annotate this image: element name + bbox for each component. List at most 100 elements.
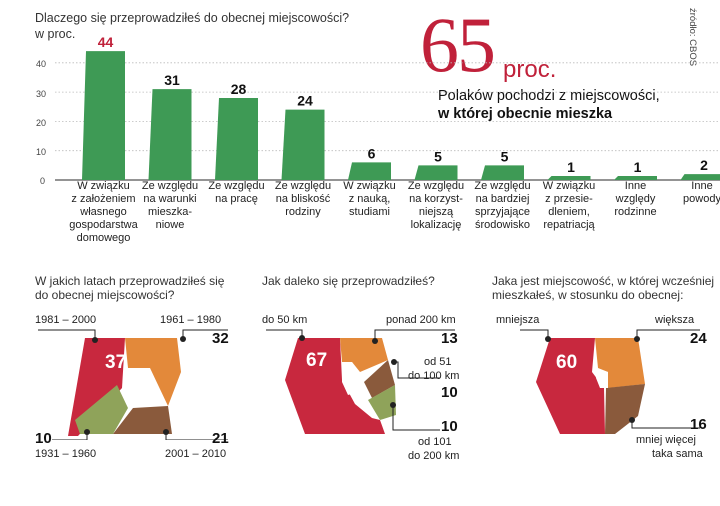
size-value-16: 16 — [690, 416, 707, 433]
years-pie: 37 — [38, 329, 228, 440]
size-slice-wieksza — [595, 338, 645, 388]
distance-label-do-50: do 50 km — [262, 314, 308, 326]
highlight-line2: w której obecnie mieszka — [438, 106, 613, 122]
bar-chart: 44 31 28 24 6 5 5 1 1 2 — [55, 34, 720, 181]
distance-label-101: od 101 — [418, 436, 452, 448]
bar-category-line: Ze względu — [274, 180, 332, 192]
years-label-1981: 1981 – 2000 — [35, 314, 97, 326]
bar-value-6: 5 — [501, 148, 509, 164]
bar-category-line: na bardziej — [475, 193, 530, 205]
bar-category-line: lokalizację — [410, 219, 462, 231]
bar-category-6: Ze względu na bardziej sprzyjające środowis… — [468, 180, 538, 232]
highlight-number: 65 — [420, 1, 496, 88]
years-value-37: 37 — [105, 352, 126, 373]
years-slice-2001-2010 — [113, 406, 172, 434]
y-tick-0: 0 — [40, 176, 46, 186]
bar-category-line: Ze względu — [208, 180, 265, 192]
distance-slice-ponad-200 — [340, 338, 388, 372]
size-pie: 60 — [520, 329, 700, 434]
chart-title: Dlaczego się przeprowadziłeś do obecnej … — [35, 11, 350, 25]
size-title: Jaka jest miejscowość, w której wcześnie… — [492, 274, 714, 302]
bar-value-5: 5 — [434, 148, 442, 164]
years-label-2001: 2001 – 2010 — [165, 448, 227, 460]
size-label-mniej-wiecej: mniej więcej — [636, 434, 696, 446]
years-value-32: 32 — [212, 330, 229, 347]
bar-2 — [215, 97, 258, 180]
years-center-hole — [128, 368, 150, 398]
bar-category-8: Inne względy rodzinne — [601, 180, 671, 219]
bar-0 — [82, 51, 125, 180]
bar-category-line: środowisko — [474, 219, 531, 231]
bar-category-line: Ze względu — [141, 180, 199, 192]
bar-category-1: Ze względu na warunki mieszka-niowe — [135, 180, 205, 232]
size-label-mniejsza: mniejsza — [496, 314, 540, 326]
bar-7 — [547, 176, 591, 180]
bar-category-9: Inne powody — [667, 180, 720, 206]
size-slice-taka-sama — [605, 384, 645, 434]
bar-category-4: W związku z nauką, studiami — [335, 180, 405, 219]
bar-category-line: na bliskość — [275, 193, 331, 205]
bar-category-line: niowe — [155, 219, 185, 231]
bar-category-line: własnego — [80, 206, 127, 218]
years-value-10: 10 — [35, 430, 52, 447]
years-slice-1961-1980 — [125, 338, 181, 406]
bar-category-line: na warunki — [143, 193, 197, 205]
size-center-hole — [595, 368, 608, 388]
bar-category-7: W związku z przesie-dleniem, repatriacją — [534, 180, 604, 232]
bar-category-line: domowego — [76, 232, 131, 244]
size-value-24: 24 — [690, 330, 707, 347]
distance-value-10a: 10 — [441, 384, 458, 401]
distance-slice-101-200 — [368, 385, 396, 420]
bar-category-line: W związku — [343, 180, 396, 192]
distance-slice-51-100 — [364, 360, 395, 398]
size-slice-mniejsza — [536, 338, 605, 434]
years-value-21: 21 — [212, 430, 229, 447]
bar-9 — [680, 174, 720, 180]
bar-category-line: rodziny — [285, 206, 321, 218]
y-tick-30: 30 — [36, 89, 47, 99]
bar-category-line: Inne — [624, 180, 647, 192]
bar-category-line: na korzyst- — [409, 193, 463, 205]
size-title-line2: mieszkałeś, w stosunku do obecnej: — [492, 288, 684, 302]
distance-title: Jak daleko się przeprowadziłeś? — [262, 274, 435, 288]
bar-category-5: Ze względu na korzyst-niejszą lokalizację — [401, 180, 471, 232]
bar-category-line: Inne — [691, 180, 713, 192]
bar-category-2: Ze względu na pracę — [202, 180, 272, 206]
chart-unit: w proc. — [35, 27, 76, 41]
bar-category-line: niejszą — [418, 206, 454, 218]
bar-5 — [414, 165, 458, 180]
years-slice-1981-2000 — [68, 338, 125, 436]
bar-category-line: na pracę — [215, 193, 258, 205]
bar-value-7: 1 — [567, 159, 575, 175]
bar-category-line: sprzyjające — [474, 206, 531, 218]
distance-center-hole — [342, 362, 362, 395]
bar-category-line: Ze względu — [474, 180, 531, 192]
years-title-line1: W jakich latach przeprowadziłeś się — [35, 274, 225, 288]
distance-label-200: do 200 km — [408, 450, 460, 462]
bar-category-line: Ze względu — [407, 180, 465, 192]
bar-category-line: z nauką, — [348, 193, 391, 205]
bar-value-2: 28 — [231, 81, 247, 97]
bar-category-line: względy — [615, 193, 656, 205]
bar-category-0: W związku z założeniem własnego gospodarstw… — [69, 180, 139, 245]
bar-category-line: z założeniem — [71, 193, 136, 205]
y-tick-10: 10 — [36, 147, 47, 157]
highlight-unit: proc. — [503, 56, 557, 83]
y-tick-40: 40 — [36, 59, 47, 69]
bar-category-line: studiami — [349, 206, 390, 218]
years-label-1931: 1931 – 1960 — [35, 448, 97, 460]
bar-6 — [481, 165, 524, 180]
bar-1 — [148, 89, 192, 180]
bar-8 — [614, 176, 657, 180]
bar-value-8: 1 — [634, 159, 642, 175]
distance-slice-do-50 — [285, 338, 385, 434]
bar-value-9: 2 — [700, 157, 708, 173]
years-label-1961: 1961 – 1980 — [160, 314, 222, 326]
distance-value-10b: 10 — [441, 418, 458, 435]
distance-value-13: 13 — [441, 330, 458, 347]
bar-value-1: 31 — [164, 72, 180, 88]
bar-category-line: z przesie- — [545, 193, 593, 205]
distance-label-ponad-200: ponad 200 km — [386, 314, 456, 326]
bar-category-line: W związku — [542, 180, 596, 192]
bar-value-0: 44 — [98, 34, 114, 50]
